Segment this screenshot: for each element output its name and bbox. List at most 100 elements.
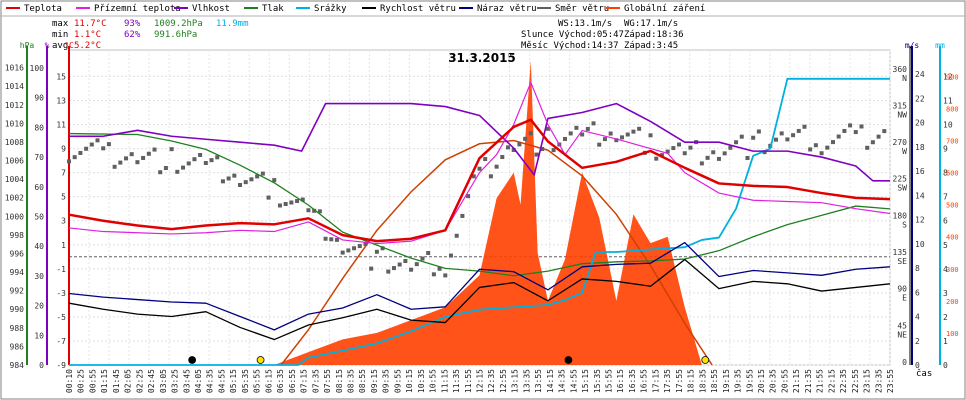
radiation-tick-label: 600: [946, 170, 959, 178]
series-line: [68, 132, 891, 277]
wind-direction-point: [448, 253, 453, 258]
wind-direction-point: [471, 174, 476, 179]
rain-axis-tick-label: 4: [943, 265, 948, 274]
humidity-axis-tick-label: 60: [34, 183, 44, 192]
wind-direction-point: [762, 150, 767, 155]
x-tick-label: 20:55: [780, 369, 789, 393]
x-tick-label: 01:15: [100, 369, 109, 393]
pressure-axis-tick-label: 988: [10, 324, 25, 333]
wind-direction-point: [802, 124, 807, 129]
wind-direction-point: [260, 171, 265, 176]
wind-speed-axis-tick-label: 4: [915, 313, 920, 322]
axes: 9849869889909929949969981000100210041006…: [5, 41, 959, 370]
humidity-axis-tick-label: 50: [34, 212, 44, 221]
wind-direction-point: [363, 241, 368, 246]
wind-direction-point: [78, 150, 83, 155]
wind-direction-point: [494, 164, 499, 169]
wind-speed-axis-tick-label: 20: [915, 119, 925, 128]
legend-label: Teplota: [24, 4, 62, 14]
wind-speed-axis-tick-label: 18: [915, 143, 925, 152]
x-tick-label: 08:55: [358, 369, 367, 393]
humidity-axis-tick-label: 80: [34, 123, 44, 132]
x-tick-label: 16:15: [616, 369, 625, 393]
wind-direction-point: [483, 157, 488, 162]
wind-speed-axis-tick-label: 2: [915, 337, 920, 346]
wind-direction-point: [112, 164, 117, 169]
stats-ws: WS:13.1m/s: [558, 19, 612, 29]
wind-direction-point: [334, 237, 339, 242]
pressure-axis-tick-label: 1002: [5, 194, 24, 203]
stats-max-temp: 11.7°C: [74, 19, 107, 29]
wind-direction-point: [528, 131, 533, 136]
wind-direction-point: [198, 152, 203, 157]
temperature-axis-tick-label: -7: [56, 337, 66, 346]
series-line: [68, 258, 891, 341]
x-axis-label: čas: [916, 368, 932, 379]
wind-direction-point: [540, 147, 545, 152]
rain-axis-tick-label: 9: [943, 145, 948, 154]
stats-min-label: min: [52, 30, 68, 40]
x-tick-label: 06:15: [264, 369, 273, 393]
series-radiation-area: [274, 60, 702, 366]
wind-direction-point: [317, 209, 322, 214]
wind-direction-point: [277, 203, 282, 208]
x-tick-label: 09:15: [370, 369, 379, 393]
radiation-tick-label: 500: [946, 202, 959, 210]
radiation-tick-label: 100: [946, 330, 959, 338]
pressure-axis-tick-label: 990: [10, 305, 25, 314]
temperature-axis-tick-label: 1: [61, 241, 66, 250]
wind-dir-tick-label: 45: [897, 321, 907, 330]
wind-direction-point: [477, 166, 482, 171]
wind-direction-point: [124, 156, 129, 161]
wind-direction-point: [369, 266, 374, 271]
rain-axis-tick-label: 3: [943, 289, 948, 298]
wind-direction-point: [220, 179, 225, 184]
x-tick-label: 13:35: [522, 369, 531, 393]
wind-direction-point: [545, 126, 550, 131]
wind-direction-point: [779, 131, 784, 136]
pressure-axis-tick-label: 992: [10, 287, 25, 296]
wind-direction-point: [346, 248, 351, 253]
x-tick-label: 19:15: [722, 369, 731, 393]
wind-direction-point: [825, 145, 830, 150]
x-tick-label: 03:25: [171, 369, 180, 393]
x-tick-label: 10:15: [405, 369, 414, 393]
wind-dir-compass-label: N: [902, 74, 907, 83]
x-tick-label: 10:55: [429, 369, 438, 393]
x-tick-label: 22:35: [839, 369, 848, 393]
wind-direction-point: [129, 152, 134, 157]
x-tick-label: 15:15: [581, 369, 590, 393]
wind-dir-tick-label: 0: [902, 358, 907, 367]
temperature-axis-tick-label: -1: [56, 265, 66, 274]
x-tick-label: 13:15: [511, 369, 520, 393]
humidity-axis-tick-label: 90: [34, 94, 44, 103]
wind-direction-point: [289, 200, 294, 205]
x-tick-label: 16:35: [628, 369, 637, 393]
x-tick-label: 02:45: [147, 369, 156, 393]
temperature-axis-tick-label: -3: [56, 289, 66, 298]
wind-direction-point: [357, 244, 362, 249]
wind-direction-point: [500, 155, 505, 160]
x-tick-label: 05:55: [253, 369, 262, 393]
rain-axis-tick-label: 7: [943, 193, 948, 202]
wind-direction-point: [648, 133, 653, 138]
pressure-axis-tick-label: 984: [10, 361, 25, 370]
wind-direction-point: [488, 174, 493, 179]
wind-direction-point: [625, 132, 630, 137]
wind-direction-point: [716, 156, 721, 161]
wind-direction-point: [283, 201, 288, 206]
wind-direction-point: [95, 138, 100, 143]
x-tick-label: 11:55: [464, 369, 473, 393]
x-tick-label: 22:15: [827, 369, 836, 393]
wind-dir-compass-label: SE: [897, 257, 907, 266]
series-layer: [67, 60, 891, 366]
wind-direction-point: [734, 140, 739, 145]
rain-axis-tick-label: 6: [943, 217, 948, 226]
wind-direction-point: [699, 161, 704, 166]
wind-direction-point: [192, 157, 197, 162]
wind-direction-point: [152, 147, 157, 152]
wind-direction-point: [374, 249, 379, 254]
x-tick-label: 00:25: [77, 369, 86, 393]
stats-max-press: 1009.2hPa: [154, 19, 203, 29]
wind-direction-point: [591, 121, 596, 126]
